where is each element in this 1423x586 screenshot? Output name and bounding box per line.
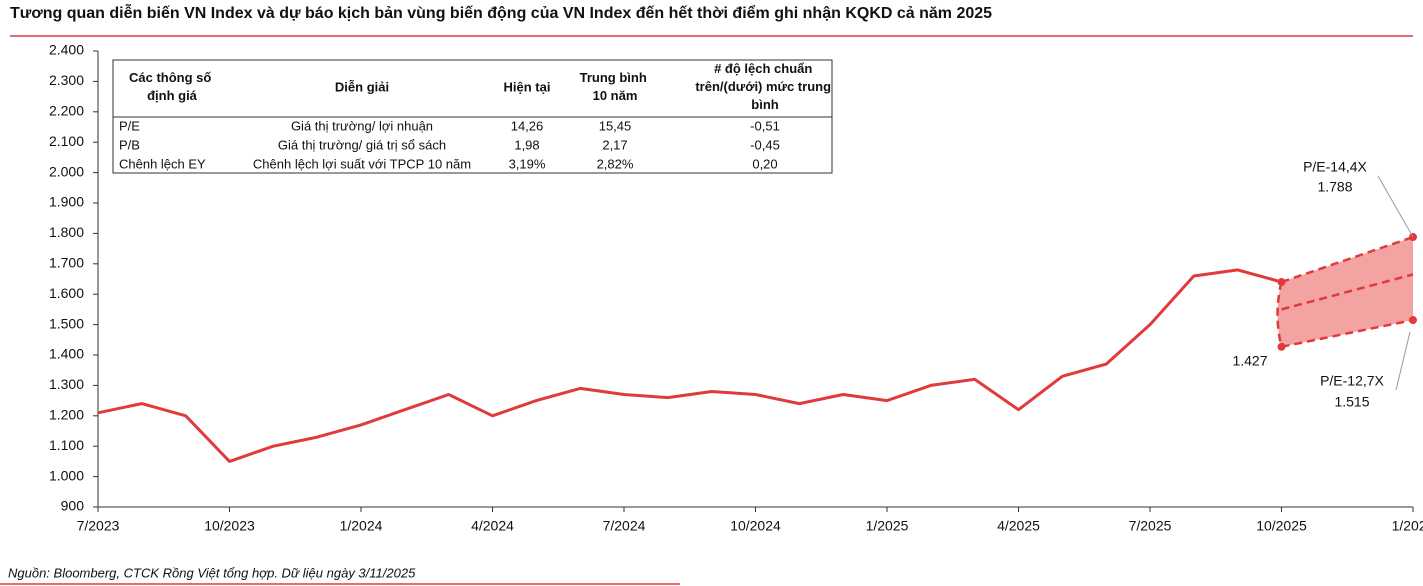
table-cell: 14,26 <box>511 118 544 133</box>
forecast-dot <box>1277 278 1286 287</box>
y-tick-label: 1.800 <box>49 224 84 240</box>
y-tick-label: 1.400 <box>49 346 84 362</box>
forecast-upper <box>1281 235 1414 284</box>
x-tick-label: 7/2025 <box>1129 518 1172 534</box>
table-header-line: bình <box>751 97 778 112</box>
table-header-line: trên/(dưới) mức trung <box>695 79 834 94</box>
x-tick-label: 7/2023 <box>77 518 120 534</box>
forecast-lower <box>1281 318 1414 349</box>
table-cell: Giá thị trường/ giá trị sổ sách <box>278 137 446 152</box>
table-header: Diễn giải <box>335 79 389 94</box>
annotation: P/E-14,4X <box>1303 159 1367 175</box>
y-tick-label: 2.200 <box>49 103 84 119</box>
table-cell: Chênh lệch lợi suất với TPCP 10 năm <box>253 156 471 171</box>
y-tick-label: 900 <box>61 498 85 514</box>
forecast-dot <box>1409 316 1417 325</box>
table-header-line: 10 năm <box>593 88 638 103</box>
table-header-line: Trung bình <box>580 70 651 85</box>
table-cell: 1,98 <box>514 137 539 152</box>
forecast-edge <box>1276 281 1283 348</box>
y-tick-label: 1.200 <box>49 407 84 423</box>
y-tick-label: 2.000 <box>49 163 84 179</box>
y-tick-label: 1.600 <box>49 285 84 301</box>
y-tick-label: 1.900 <box>49 194 84 210</box>
x-tick-label: 1/2024 <box>340 518 383 534</box>
table-header-line: Các thông số <box>129 70 215 85</box>
table-cell: P/B <box>119 137 140 152</box>
leader <box>1395 331 1411 391</box>
table-cell: P/E <box>119 118 140 133</box>
x-tick-label: 1/2026 <box>1392 518 1423 534</box>
table-cell: -0,51 <box>750 118 780 133</box>
annotation: 1.788 <box>1317 179 1352 195</box>
x-tick-label: 10/2024 <box>730 518 781 534</box>
annotation: P/E-12,7X <box>1320 373 1384 389</box>
x-tick-label: 10/2023 <box>204 518 255 534</box>
x-tick-label: 4/2024 <box>471 518 514 534</box>
x-tick-label: 1/2025 <box>866 518 909 534</box>
table-header: Trung bình 10 năm <box>580 70 651 103</box>
table-header-line: định giá <box>147 88 198 103</box>
table-header: # độ lệch chuẩn trên/(dưới) mức trung bì… <box>695 61 834 112</box>
x-tick-label: 7/2024 <box>603 518 646 534</box>
forecast-middle <box>1281 273 1414 311</box>
y-tick-label: 1.300 <box>49 376 84 392</box>
y-tick-label: 2.300 <box>49 72 84 88</box>
table-header: Hiện tại <box>504 79 551 94</box>
table-header: Các thông số định giá <box>129 70 215 103</box>
valuation-table: Các thông số định giá Diễn giải Hiện tại Tr… <box>112 59 835 174</box>
table-cell: Chênh lệch EY <box>119 156 206 171</box>
y-tick-label: 1.000 <box>49 467 84 483</box>
table-cell: 2,82% <box>597 156 634 171</box>
annotation: 1.515 <box>1334 394 1369 410</box>
table-header-line: # độ lệch chuẩn <box>714 61 816 76</box>
index-line <box>97 268 1282 463</box>
y-tick-label: 1.700 <box>49 255 84 271</box>
table-cell: -0,45 <box>750 137 780 152</box>
table-cell: 2,17 <box>602 137 627 152</box>
x-tick-label: 4/2025 <box>997 518 1040 534</box>
forecast-dot <box>1277 342 1286 351</box>
table-cell: 3,19% <box>509 156 546 171</box>
x-tick-label: 10/2025 <box>1256 518 1307 534</box>
table-cell: 0,20 <box>752 156 777 171</box>
source: Nguồn: Bloomberg, CTCK Rồng Việt tổng hợ… <box>8 565 416 580</box>
leader <box>1377 175 1414 238</box>
y-tick-label: 1.500 <box>49 315 84 331</box>
y-tick-label: 2.100 <box>49 133 84 149</box>
y-tick-label: 2.400 <box>49 42 84 58</box>
chart-title: Tương quan diễn biến VN Index và dự báo … <box>10 3 992 22</box>
table-cell: 15,45 <box>599 118 632 133</box>
annotation: 1.427 <box>1232 353 1267 369</box>
table-cell: Giá thị trường/ lợi nhuận <box>291 118 433 133</box>
y-tick-label: 1.100 <box>49 437 84 453</box>
